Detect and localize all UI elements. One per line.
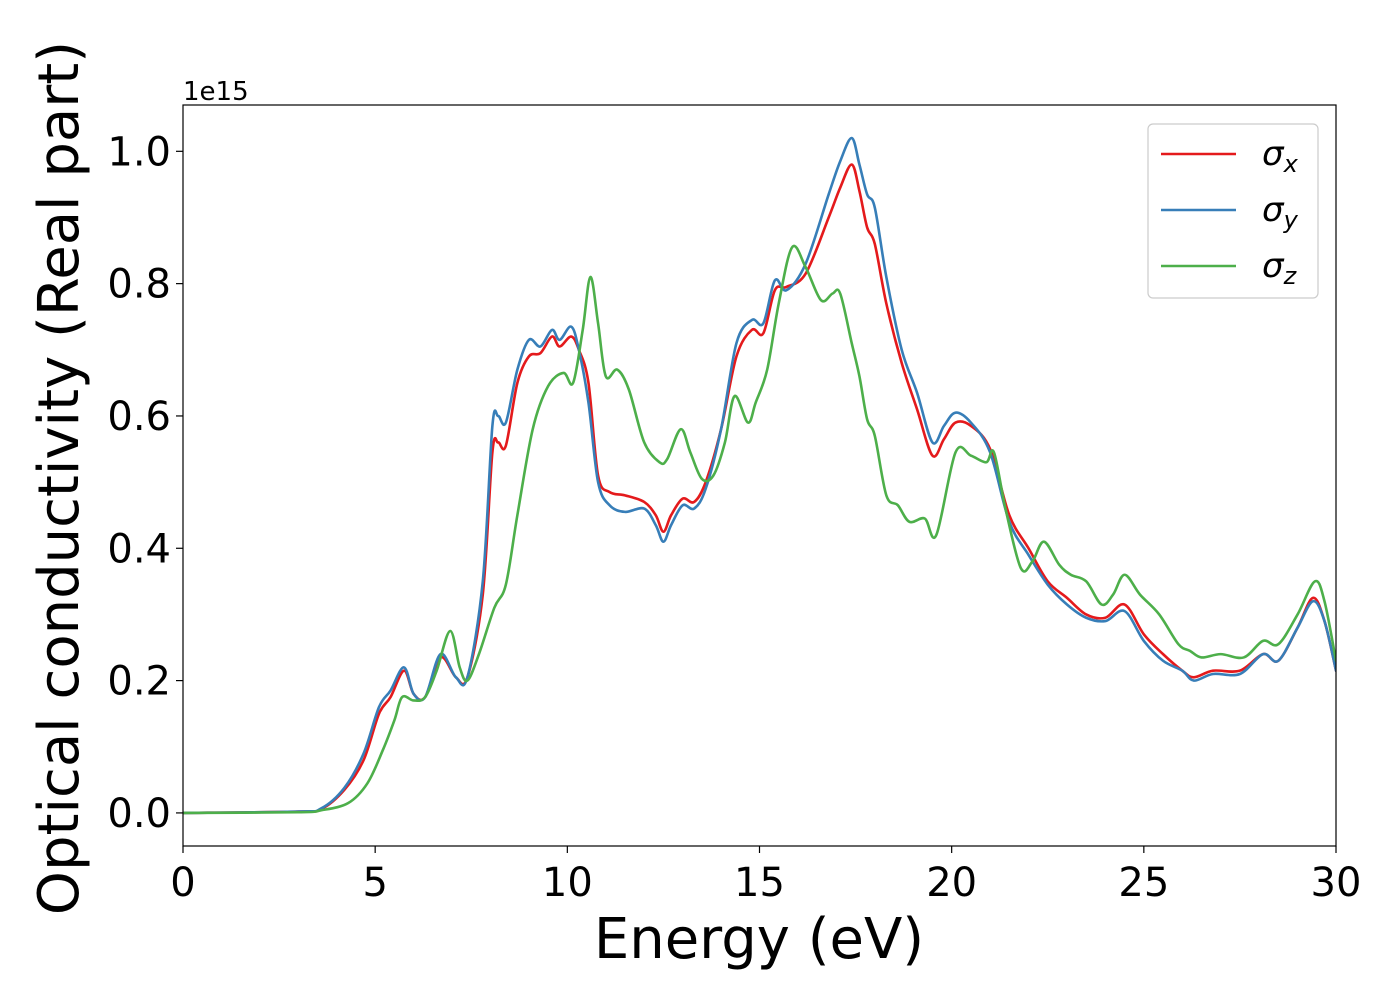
x-tick-label: 0 xyxy=(170,860,195,906)
plot-area: 0 5 10 15 20 25 30 0.0 0.2 0.4 0.6 0.8 1.0 σx σy σz xyxy=(107,104,1362,906)
legend: σx σy σz xyxy=(1147,123,1319,299)
y-tick-label: 0.2 xyxy=(107,659,171,705)
x-tick-label: 25 xyxy=(1118,860,1169,906)
legend-label-z: σz xyxy=(1262,246,1298,290)
x-tick-label: 10 xyxy=(542,860,593,906)
x-tick-label: 5 xyxy=(362,860,387,906)
x-tick-label: 20 xyxy=(926,860,977,906)
y-offset-label: 1e15 xyxy=(183,77,249,107)
legend-label-y: σy xyxy=(1262,190,1299,234)
x-tick-label: 15 xyxy=(734,860,785,906)
series-line-z xyxy=(183,244,1336,815)
y-axis-label: Optical conductivity (Real part) xyxy=(27,41,92,915)
y-tick-label: 1.0 xyxy=(107,129,171,175)
legend-label-x: σx xyxy=(1262,134,1299,178)
series-line-y xyxy=(183,136,1336,815)
x-tick-label: 30 xyxy=(1311,860,1362,906)
y-tick-label: 0.8 xyxy=(107,262,171,308)
y-tick-label: 0.6 xyxy=(107,394,171,440)
y-tick-label: 0.0 xyxy=(107,791,171,837)
x-axis-label: Energy (eV) xyxy=(594,907,924,972)
series-lines xyxy=(183,136,1336,815)
y-tick-label: 0.4 xyxy=(107,526,171,572)
